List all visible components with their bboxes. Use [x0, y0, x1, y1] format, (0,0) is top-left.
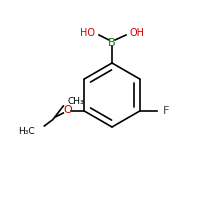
Text: OH: OH [129, 28, 144, 38]
Text: CH₃: CH₃ [67, 98, 84, 106]
Text: H₃C: H₃C [18, 127, 34, 136]
Text: O: O [63, 105, 72, 115]
Text: F: F [163, 106, 169, 116]
Text: B: B [108, 38, 116, 48]
Text: HO: HO [80, 28, 95, 38]
